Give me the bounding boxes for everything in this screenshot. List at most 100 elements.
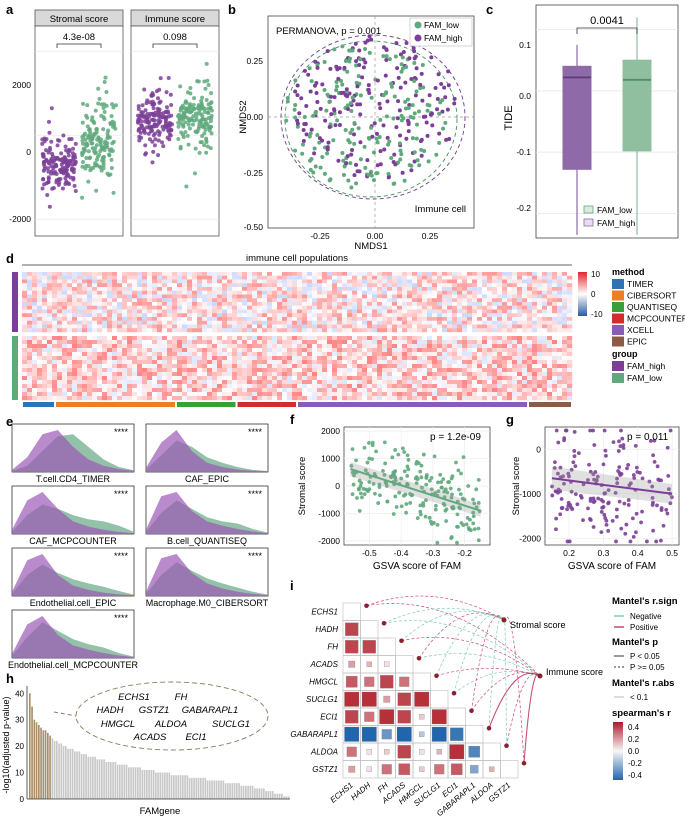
d-heat-cell <box>307 328 313 333</box>
d-heat-cell <box>502 352 508 357</box>
d-heat-cell <box>42 283 48 288</box>
d-heat-cell <box>82 356 88 361</box>
scatter-point <box>603 448 608 453</box>
b-point <box>407 56 412 61</box>
b-point <box>433 86 438 91</box>
d-heat-cell <box>397 344 403 349</box>
d-heat-cell <box>482 368 488 373</box>
d-heat-cell <box>527 376 533 381</box>
d-heat-cell <box>52 372 58 377</box>
d-heat-cell <box>242 309 248 314</box>
d-heat-cell <box>162 368 168 373</box>
d-heat-cell <box>392 302 398 306</box>
d-heat-cell <box>492 294 498 299</box>
a-point <box>49 106 54 111</box>
a-point <box>101 106 106 111</box>
d-heat-cell <box>47 290 53 295</box>
b-point <box>419 147 424 152</box>
d-heat-cell <box>137 309 143 314</box>
d-heat-cell <box>317 328 323 333</box>
d-heat-cell <box>297 305 303 310</box>
d-heat-cell <box>462 279 468 284</box>
d-heat-cell <box>147 283 153 288</box>
d-heat-cell <box>82 384 88 389</box>
b-point <box>332 47 337 52</box>
d-heat-cell <box>397 348 403 353</box>
d-heat-cell <box>292 302 298 306</box>
scatter-point <box>367 456 372 461</box>
d-heat-cell <box>302 336 308 341</box>
d-heat-cell <box>292 328 298 333</box>
d-heat-cell <box>157 336 163 341</box>
d-heat-cell <box>187 294 193 299</box>
panel-letter-a: a <box>6 2 14 17</box>
d-heat-cell <box>382 388 388 393</box>
d-heat-cell <box>197 384 203 389</box>
d-heat-cell <box>427 302 433 306</box>
d-heat-cell <box>112 380 118 385</box>
d-heat-cell <box>162 356 168 361</box>
d-heat-cell <box>57 328 63 333</box>
d-heat-cell <box>112 368 118 373</box>
d-heat-cell <box>467 324 473 329</box>
d-heat-cell <box>22 302 28 306</box>
d-heat-cell <box>287 388 293 393</box>
d-heat-cell <box>207 279 213 284</box>
d-heat-cell <box>437 348 443 353</box>
d-heat-cell <box>142 317 148 321</box>
d-heat-cell <box>502 279 508 284</box>
d-heat-cell <box>167 287 173 291</box>
d-heat-cell <box>517 328 523 333</box>
d-heat-cell <box>107 392 113 397</box>
d-heat-cell <box>27 279 33 284</box>
d-heat-cell <box>257 368 263 373</box>
d-heat-cell <box>547 275 553 280</box>
d-heat-cell <box>427 336 433 341</box>
d-heat-cell <box>397 279 403 284</box>
d-heat-cell <box>102 283 108 288</box>
d-heat-cell <box>297 364 303 369</box>
d-heat-cell <box>522 324 528 329</box>
d-heat-cell <box>187 298 193 303</box>
d-heat-cell <box>127 324 133 329</box>
d-heat-cell <box>112 384 118 389</box>
d-heat-cell <box>462 360 468 365</box>
d-heat-cell <box>132 275 138 280</box>
d-heat-cell <box>267 364 273 369</box>
d-heat-cell <box>287 294 293 299</box>
b-point <box>295 118 300 123</box>
d-heat-cell <box>257 340 263 345</box>
d-heat-cell <box>272 368 278 373</box>
d-heat-cell <box>417 290 423 295</box>
d-heat-cell <box>207 294 213 299</box>
d-heat-cell <box>302 356 308 361</box>
d-heat-cell <box>92 388 98 393</box>
d-heat-cell <box>552 328 558 333</box>
d-heat-cell <box>512 372 518 377</box>
d-heat-cell <box>417 396 423 401</box>
d-heat-cell <box>252 356 258 361</box>
d-heat-cell <box>177 317 183 321</box>
d-heat-cell <box>212 336 218 341</box>
d-heat-cell <box>37 302 43 306</box>
d-heat-cell <box>297 275 303 280</box>
d-heat-cell <box>152 328 158 333</box>
a-point <box>107 148 112 153</box>
d-heat-cell <box>432 348 438 353</box>
d-heat-cell <box>407 328 413 333</box>
d-heat-cell <box>567 275 573 280</box>
d-heat-cell <box>457 305 463 310</box>
d-heat-cell <box>197 396 203 401</box>
d-heat-cell <box>322 309 328 314</box>
b-point <box>387 139 392 144</box>
d-heat-cell <box>197 279 203 284</box>
d-heat-cell <box>257 298 263 303</box>
d-heat-cell <box>92 279 98 284</box>
d-heat-cell <box>452 336 458 341</box>
d-heat-cell <box>447 388 453 393</box>
d-heat-cell <box>462 392 468 397</box>
d-heat-cell <box>102 348 108 353</box>
d-heat-cell <box>232 298 238 303</box>
d-heat-cell <box>197 328 203 333</box>
d-heat-cell <box>492 272 498 276</box>
